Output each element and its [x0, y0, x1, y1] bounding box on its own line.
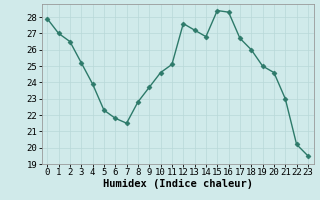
X-axis label: Humidex (Indice chaleur): Humidex (Indice chaleur)	[103, 179, 252, 189]
